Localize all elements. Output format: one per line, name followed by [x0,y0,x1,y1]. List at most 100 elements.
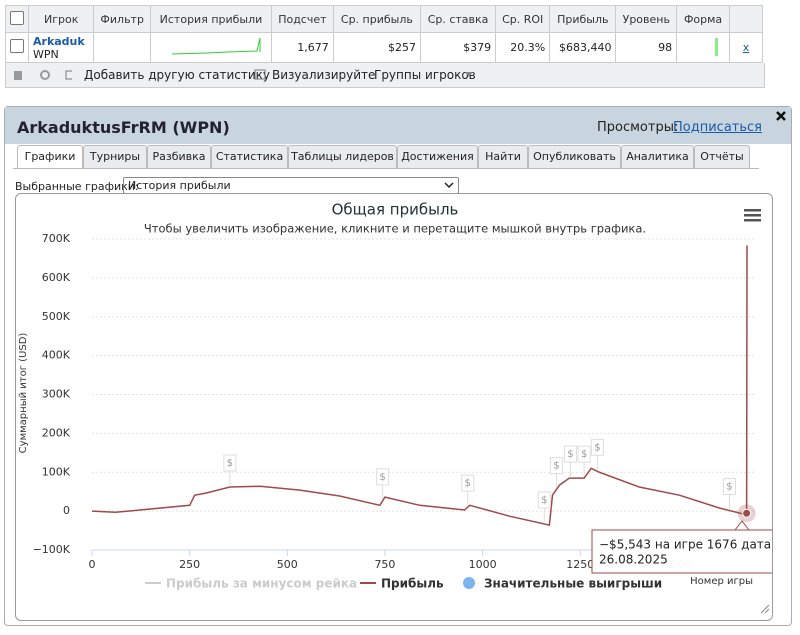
flag-label: $ [567,449,573,460]
tab[interactable]: Таблицы лидеров [288,145,397,168]
form-bars [715,38,718,56]
y-tick-label: 400K [42,349,71,362]
toolbar-icons [14,70,72,80]
stats-table: Игрок Фильтр История прибыли Подсчет Ср.… [5,5,763,63]
legend-symbol [463,577,475,589]
selector-label: Выбранные графики: [15,180,139,193]
header-row: Игрок Фильтр История прибыли Подсчет Ср.… [5,5,763,33]
legend-item[interactable]: Прибыль [360,577,444,591]
visualize[interactable]: Визуализируйте [272,68,376,82]
viz-icon [254,69,266,80]
tab[interactable]: Отчёты [694,145,750,168]
network: WPN [33,47,59,61]
tab[interactable]: Статистика [211,145,288,168]
player-panel: ArkaduktusFrRM (WPN) Просмотры: Подписат… [4,106,792,626]
tab[interactable]: Достижения [397,145,478,168]
panel-title: ArkaduktusFrRM (WPN) [17,118,230,137]
tooltip-text: −$5,543 на игре 1676 дата [599,538,771,552]
x-axis-label: Номер игры [690,576,753,587]
flag-label: $ [227,458,233,469]
player-cell: Arkaduk WPN [27,32,95,63]
y-tick-label: 300K [42,388,71,401]
close-button[interactable] [776,111,786,121]
header: Ср. прибыль [332,5,422,33]
header: История прибыли [149,5,272,33]
flag-box [223,454,237,472]
x-tick-label: 500 [277,558,298,571]
chart: Общая прибыль Чтобы увеличить изображени… [18,201,772,614]
tab[interactable]: Аналитика [621,145,694,168]
header: Фильтр [93,5,151,33]
tooltip-box [591,520,772,574]
player-groups[interactable]: Группы игроков [374,68,476,82]
header: Уровень [615,5,678,33]
resize-handle [760,604,770,614]
legend-item[interactable]: Прибыль за минусом рейка [145,577,357,591]
y-axis-label: Суммарный итог (USD) [18,333,29,454]
panel-header [5,107,791,144]
cell: 20.3% [495,32,551,63]
add-stat[interactable]: Добавить другую статистику [84,68,271,82]
legend-label: Значительные выигрыши [484,577,662,591]
flag-label: $ [553,461,559,472]
subscribe-link[interactable]: Подписаться [673,120,762,135]
views-label: Просмотры: [597,120,679,135]
flag-label: $ [726,482,732,493]
y-tick-label: 600K [42,271,71,284]
player-link[interactable]: Arkaduk [33,34,85,48]
flag: $ [577,445,591,477]
player-row: Arkaduk WPN 1,677 $257 $379 20.3% $683,44… [5,32,763,63]
hover-point [742,508,752,518]
flag-box [577,445,591,463]
header: Прибыль [549,5,617,33]
sparkline-cell [149,32,272,63]
legend-label: Прибыль [381,577,444,591]
flag-box [549,457,563,475]
x-tick-label: 750 [374,558,395,571]
chart-selector[interactable]: История прибыли [123,177,459,194]
flag-label: $ [541,495,547,506]
x-tick-label: 250 [179,558,200,571]
tab[interactable]: Найти [478,145,528,168]
flag-box [563,445,577,463]
tab[interactable]: Опубликовать [528,145,621,168]
filter-cell [93,32,151,63]
flag-box [537,491,551,509]
select-all[interactable] [5,5,29,33]
flag-box [376,468,390,486]
chart-title: Общая прибыль [332,201,459,219]
tab[interactable]: Турниры [83,145,147,168]
flag: $ [722,478,736,509]
cell: 1,677 [270,32,334,63]
header: Форма [676,5,730,33]
x-tick-label: 1000 [469,558,497,571]
cell: 98 [615,32,678,63]
flag-box [590,438,604,456]
header: Ср. ROI [495,5,551,33]
legend-item[interactable]: Значительные выигрыши [463,577,662,591]
menu-button[interactable] [744,209,761,222]
y-tick-label: −100K [33,543,71,556]
header: Игрок [27,5,95,33]
flag: $ [549,457,563,488]
flag-label: $ [594,442,600,453]
row-select[interactable] [5,32,29,63]
header-blank [729,5,763,33]
tab[interactable]: Разбивка [147,145,211,168]
y-tick-label: 200K [42,426,71,439]
flag-label: $ [379,472,385,483]
flag-label: $ [581,449,587,460]
flag-box [461,474,475,492]
tab[interactable]: Графики [17,145,83,169]
cell: $379 [419,32,497,63]
form-cell [676,32,730,63]
cell: $683,440 [549,32,617,63]
selector-value: История прибыли [128,179,231,192]
remove-link[interactable]: x [742,41,750,54]
flag: $ [223,454,237,486]
y-tick-label: 0 [63,504,70,517]
flag: $ [537,491,551,522]
toolbar: Добавить другую статистику Визуализируйт… [5,63,765,88]
dropdown-arrow [465,72,473,77]
